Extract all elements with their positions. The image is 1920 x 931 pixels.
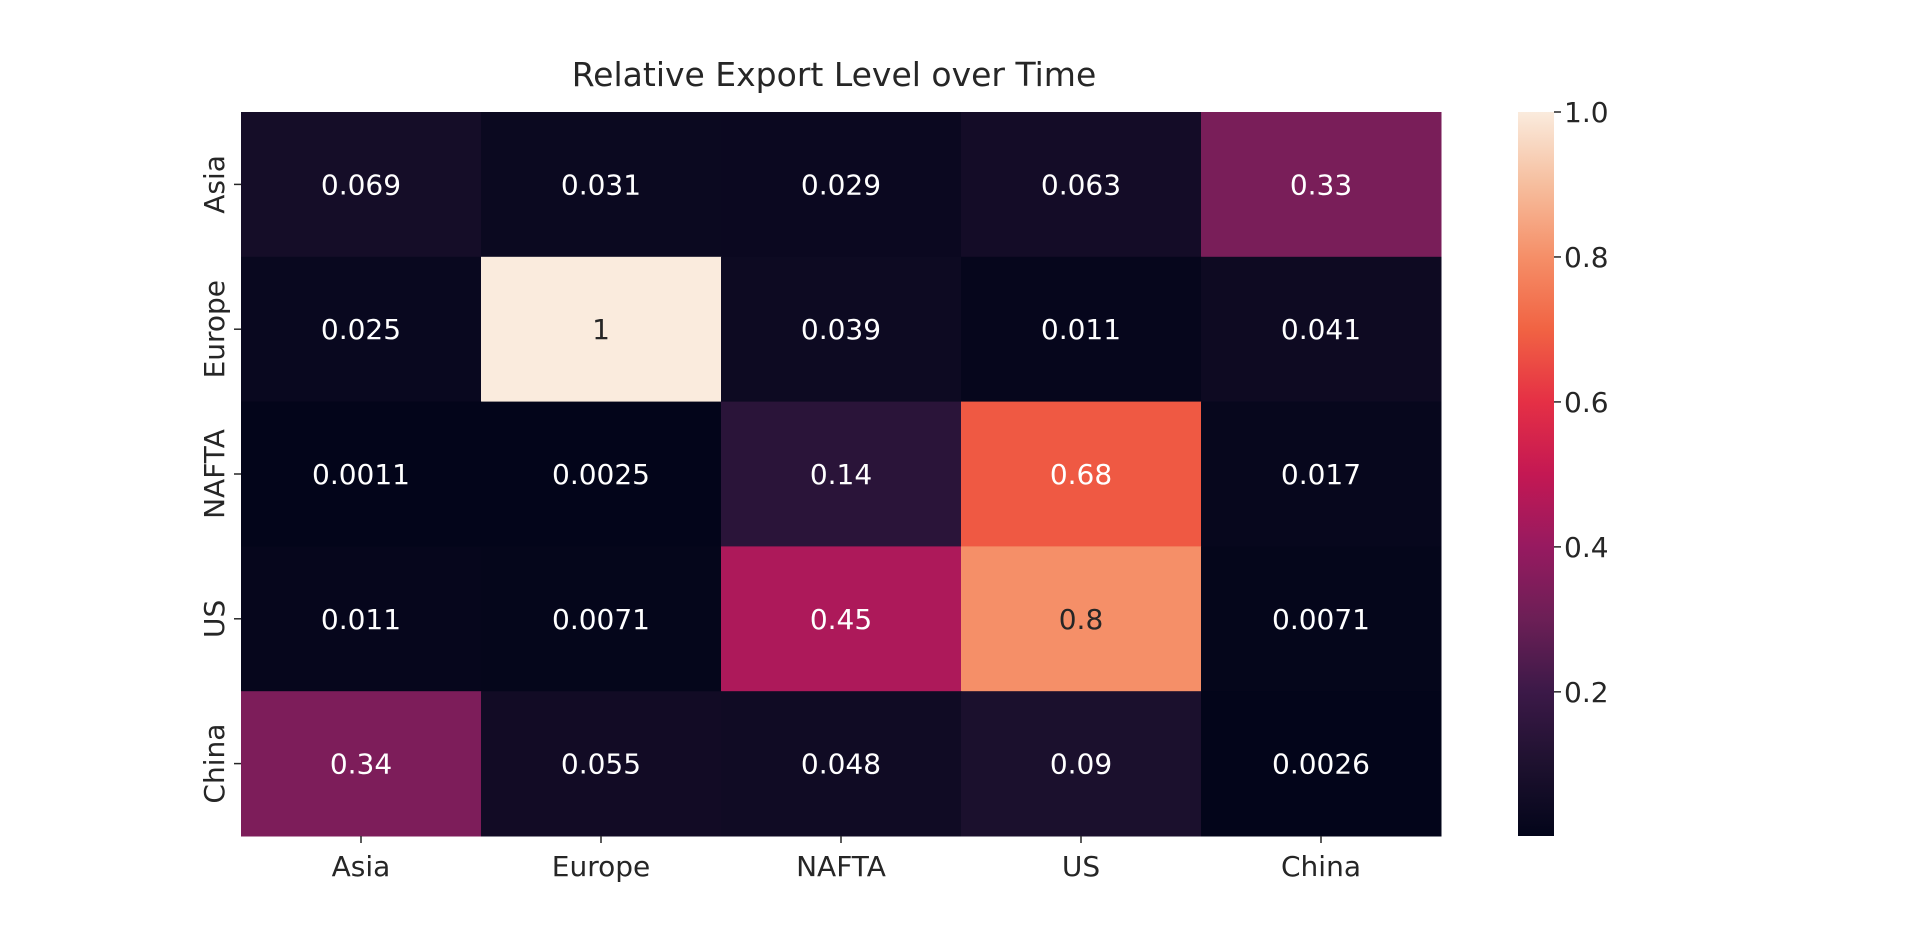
heatmap-cell [721,112,962,258]
heatmap-cell [481,112,722,258]
x-axis: Asia Europe NAFTA US China [332,836,1361,883]
y-tick-label: Europe [198,280,231,378]
heatmap-cell [721,401,962,547]
heatmap-cell [241,112,482,258]
y-tick-label: NAFTA [198,429,231,519]
heatmap-cell [1201,546,1442,692]
cell-value-label: 0.063 [1041,168,1121,201]
colorbar-tick-label: 0.2 [1564,676,1609,709]
heatmap-cell [721,546,962,692]
heatmap-cell [481,256,722,403]
colorbar: 0.2 0.4 0.6 0.8 1.0 [1518,96,1609,836]
y-axis: Asia Europe NAFTA US China [198,155,241,804]
cell-value-label: 0.33 [1290,168,1352,201]
cell-value-label: 0.8 [1059,603,1104,636]
cell-value-label: 0.029 [801,168,881,201]
cell-value-label: 0.34 [330,748,392,781]
x-tick-label: Europe [552,850,650,883]
heatmap-cell [961,401,1202,547]
colorbar-gradient [1518,112,1554,836]
cell-value-label: 0.68 [1050,458,1112,491]
heatmap-cell [241,256,482,403]
heatmap-cell [961,256,1202,403]
y-tick-label: US [198,600,231,638]
cell-value-label: 0.011 [1041,313,1121,346]
cell-value-label: 0.039 [801,313,881,346]
chart-title: Relative Export Level over Time [572,55,1097,94]
cell-value-label: 0.031 [561,168,641,201]
x-tick-label: NAFTA [796,850,886,883]
cell-value-label: 0.0011 [312,458,410,491]
x-tick-label: China [1281,850,1361,883]
cell-value-label: 1 [592,313,610,346]
cell-value-label: 0.0071 [1272,603,1370,636]
colorbar-tick-label: 1.0 [1564,96,1609,129]
y-tick-label: Asia [198,155,231,214]
heatmap-cell [961,546,1202,692]
heatmap-cell [961,112,1202,258]
colorbar-tick-label: 0.4 [1564,531,1609,564]
x-tick-label: US [1062,850,1100,883]
heatmap-cells [241,112,1442,837]
cell-value-label: 0.45 [810,603,872,636]
y-tick-label: China [198,724,231,804]
cell-value-label: 0.0025 [552,458,650,491]
cell-value-label: 0.069 [321,168,401,201]
x-tick-label: Asia [332,850,391,883]
heatmap-cell [1201,112,1442,258]
cell-value-label: 0.011 [321,603,401,636]
colorbar-tick-label: 0.8 [1564,241,1609,274]
heatmap-cell [241,691,482,837]
heatmap-cell [721,691,962,837]
cell-value-label: 0.0026 [1272,748,1370,781]
heatmap-cell [961,691,1202,837]
cell-value-label: 0.14 [810,458,872,491]
heatmap-cell [481,401,722,547]
heatmap-cell-labels: 0.069 0.031 0.029 0.063 0.33 0.025 1 0.039 0.011… [312,168,1370,780]
cell-value-label: 0.025 [321,313,401,346]
colorbar-tick-label: 0.6 [1564,386,1609,419]
heatmap-cell [721,256,962,403]
heatmap-cell [241,546,482,692]
heatmap-cell [1201,401,1442,547]
heatmap-cell [1201,256,1442,403]
heatmap-cell [481,546,722,692]
cell-value-label: 0.055 [561,748,641,781]
cell-value-label: 0.0071 [552,603,650,636]
cell-value-label: 0.017 [1281,458,1361,491]
cell-value-label: 0.048 [801,748,881,781]
cell-value-label: 0.041 [1281,313,1361,346]
heatmap-cell [1201,691,1442,837]
heatmap-cell [481,691,722,837]
cell-value-label: 0.09 [1050,748,1112,781]
heatmap-cell [241,401,482,547]
